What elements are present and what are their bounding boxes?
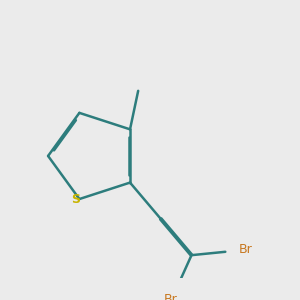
Text: S: S: [71, 194, 80, 206]
Text: Br: Br: [239, 243, 253, 256]
Text: Br: Br: [164, 293, 178, 300]
